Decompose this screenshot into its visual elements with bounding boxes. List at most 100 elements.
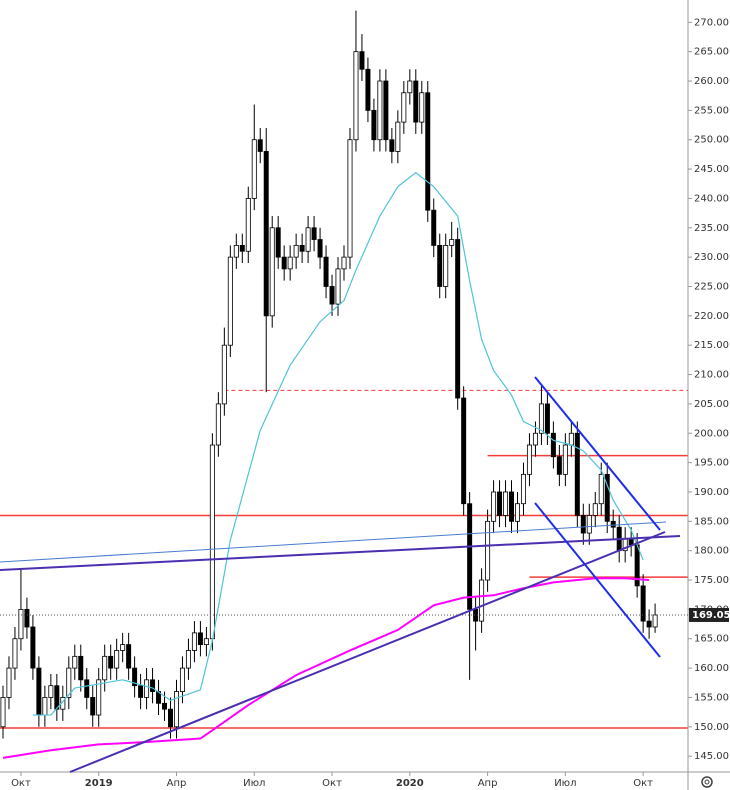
x-tick-label: Окт: [11, 778, 31, 789]
candle-body: [132, 667, 138, 687]
candle-body: [102, 655, 108, 681]
y-tick-label: 225.00: [694, 281, 729, 292]
candle-body: [449, 239, 455, 246]
settings-icon[interactable]: [701, 776, 713, 788]
y-tick-label: 205.00: [694, 399, 729, 410]
trend-line: [69, 531, 666, 773]
candle-body: [437, 244, 443, 287]
candle-body: [239, 244, 245, 252]
candle-body: [24, 608, 30, 628]
channel-line: [534, 376, 661, 531]
y-tick-label: 190.00: [694, 487, 729, 498]
candle-body: [389, 139, 395, 152]
y-tick-label: 250.00: [694, 135, 729, 146]
candle-body: [96, 679, 102, 716]
x-tick-label: 2019: [85, 778, 113, 789]
candle-body: [30, 626, 36, 669]
candle-body: [491, 491, 497, 522]
candle-body: [359, 51, 365, 70]
candle-body: [138, 685, 144, 698]
candle-body: [54, 685, 60, 710]
candle-body: [108, 655, 114, 669]
candle-body: [526, 444, 532, 475]
candle-body: [574, 432, 580, 516]
candle-body: [311, 227, 317, 240]
y-tick-label: 265.00: [694, 47, 729, 58]
gear-hole[interactable]: [704, 779, 710, 785]
candle-body: [257, 139, 263, 152]
candle-body: [323, 256, 329, 287]
y-tick-label: 150.00: [694, 722, 729, 733]
candle-body: [610, 520, 616, 528]
candle-body: [479, 579, 485, 622]
candle-body: [568, 432, 574, 446]
candle-body: [371, 109, 377, 141]
candle-body: [497, 491, 503, 516]
gear[interactable]: [701, 776, 713, 788]
candle-body: [179, 667, 185, 692]
candle-body: [221, 344, 227, 405]
candle-body: [604, 473, 610, 522]
candle-body: [185, 650, 191, 669]
candle-body: [191, 632, 197, 651]
y-tick-label: 270.00: [694, 17, 729, 28]
candle-body: [401, 92, 407, 123]
candle-body: [0, 697, 6, 728]
candle-body: [365, 68, 371, 111]
y-tick-label: 230.00: [694, 252, 729, 263]
candle-body: [144, 679, 150, 698]
candle-body: [652, 614, 658, 628]
y-tick-label: 200.00: [694, 428, 729, 439]
y-tick-label: 185.00: [694, 516, 729, 527]
y-tick-label: 245.00: [694, 164, 729, 175]
candle-body: [114, 650, 120, 669]
x-tick-label: Окт: [633, 778, 653, 789]
candle-body: [562, 444, 568, 475]
candle-body: [347, 139, 353, 258]
candle-body: [42, 697, 48, 716]
candle-body: [383, 80, 389, 141]
channel-line: [534, 502, 661, 658]
candle-body: [377, 80, 383, 141]
candle-body: [162, 702, 168, 710]
candle-body: [395, 121, 401, 152]
y-tick-label: 180.00: [694, 546, 729, 557]
candle-body: [18, 608, 24, 640]
candle-body: [120, 644, 126, 651]
candle-body: [413, 80, 419, 123]
candle-body: [197, 632, 203, 646]
candle-body: [12, 638, 18, 669]
candle-body: [515, 503, 520, 522]
y-tick-label: 160.00: [694, 663, 729, 674]
candle-body: [287, 256, 293, 270]
y-tick-label: 255.00: [694, 105, 729, 116]
moving-average: [32, 171, 644, 716]
y-tick-label: 210.00: [694, 370, 729, 381]
candle-body: [455, 239, 461, 399]
candle-body: [245, 198, 251, 252]
y-tick-label: 220.00: [694, 311, 729, 322]
candle-body: [281, 256, 287, 270]
candle-body: [305, 227, 311, 252]
last-price-label: 169.05: [692, 610, 730, 621]
last-price-box: [689, 607, 729, 622]
y-tick-label: 165.00: [694, 634, 729, 645]
candle-body: [203, 638, 209, 646]
y-tick-label: 260.00: [694, 76, 729, 87]
candle-body: [215, 403, 221, 446]
candle-body: [209, 444, 215, 640]
candle-body: [407, 80, 413, 94]
candle-body: [640, 585, 646, 622]
candle-body: [461, 397, 467, 505]
candle-body: [419, 92, 425, 123]
candle-body: [168, 708, 173, 728]
candle-body: [329, 286, 335, 305]
candle-body: [78, 655, 84, 681]
y-tick-label: 195.00: [694, 458, 729, 469]
candle-body: [293, 244, 299, 258]
moving-average: [2, 577, 650, 759]
candle-body: [592, 503, 598, 516]
candle-body: [353, 51, 359, 141]
